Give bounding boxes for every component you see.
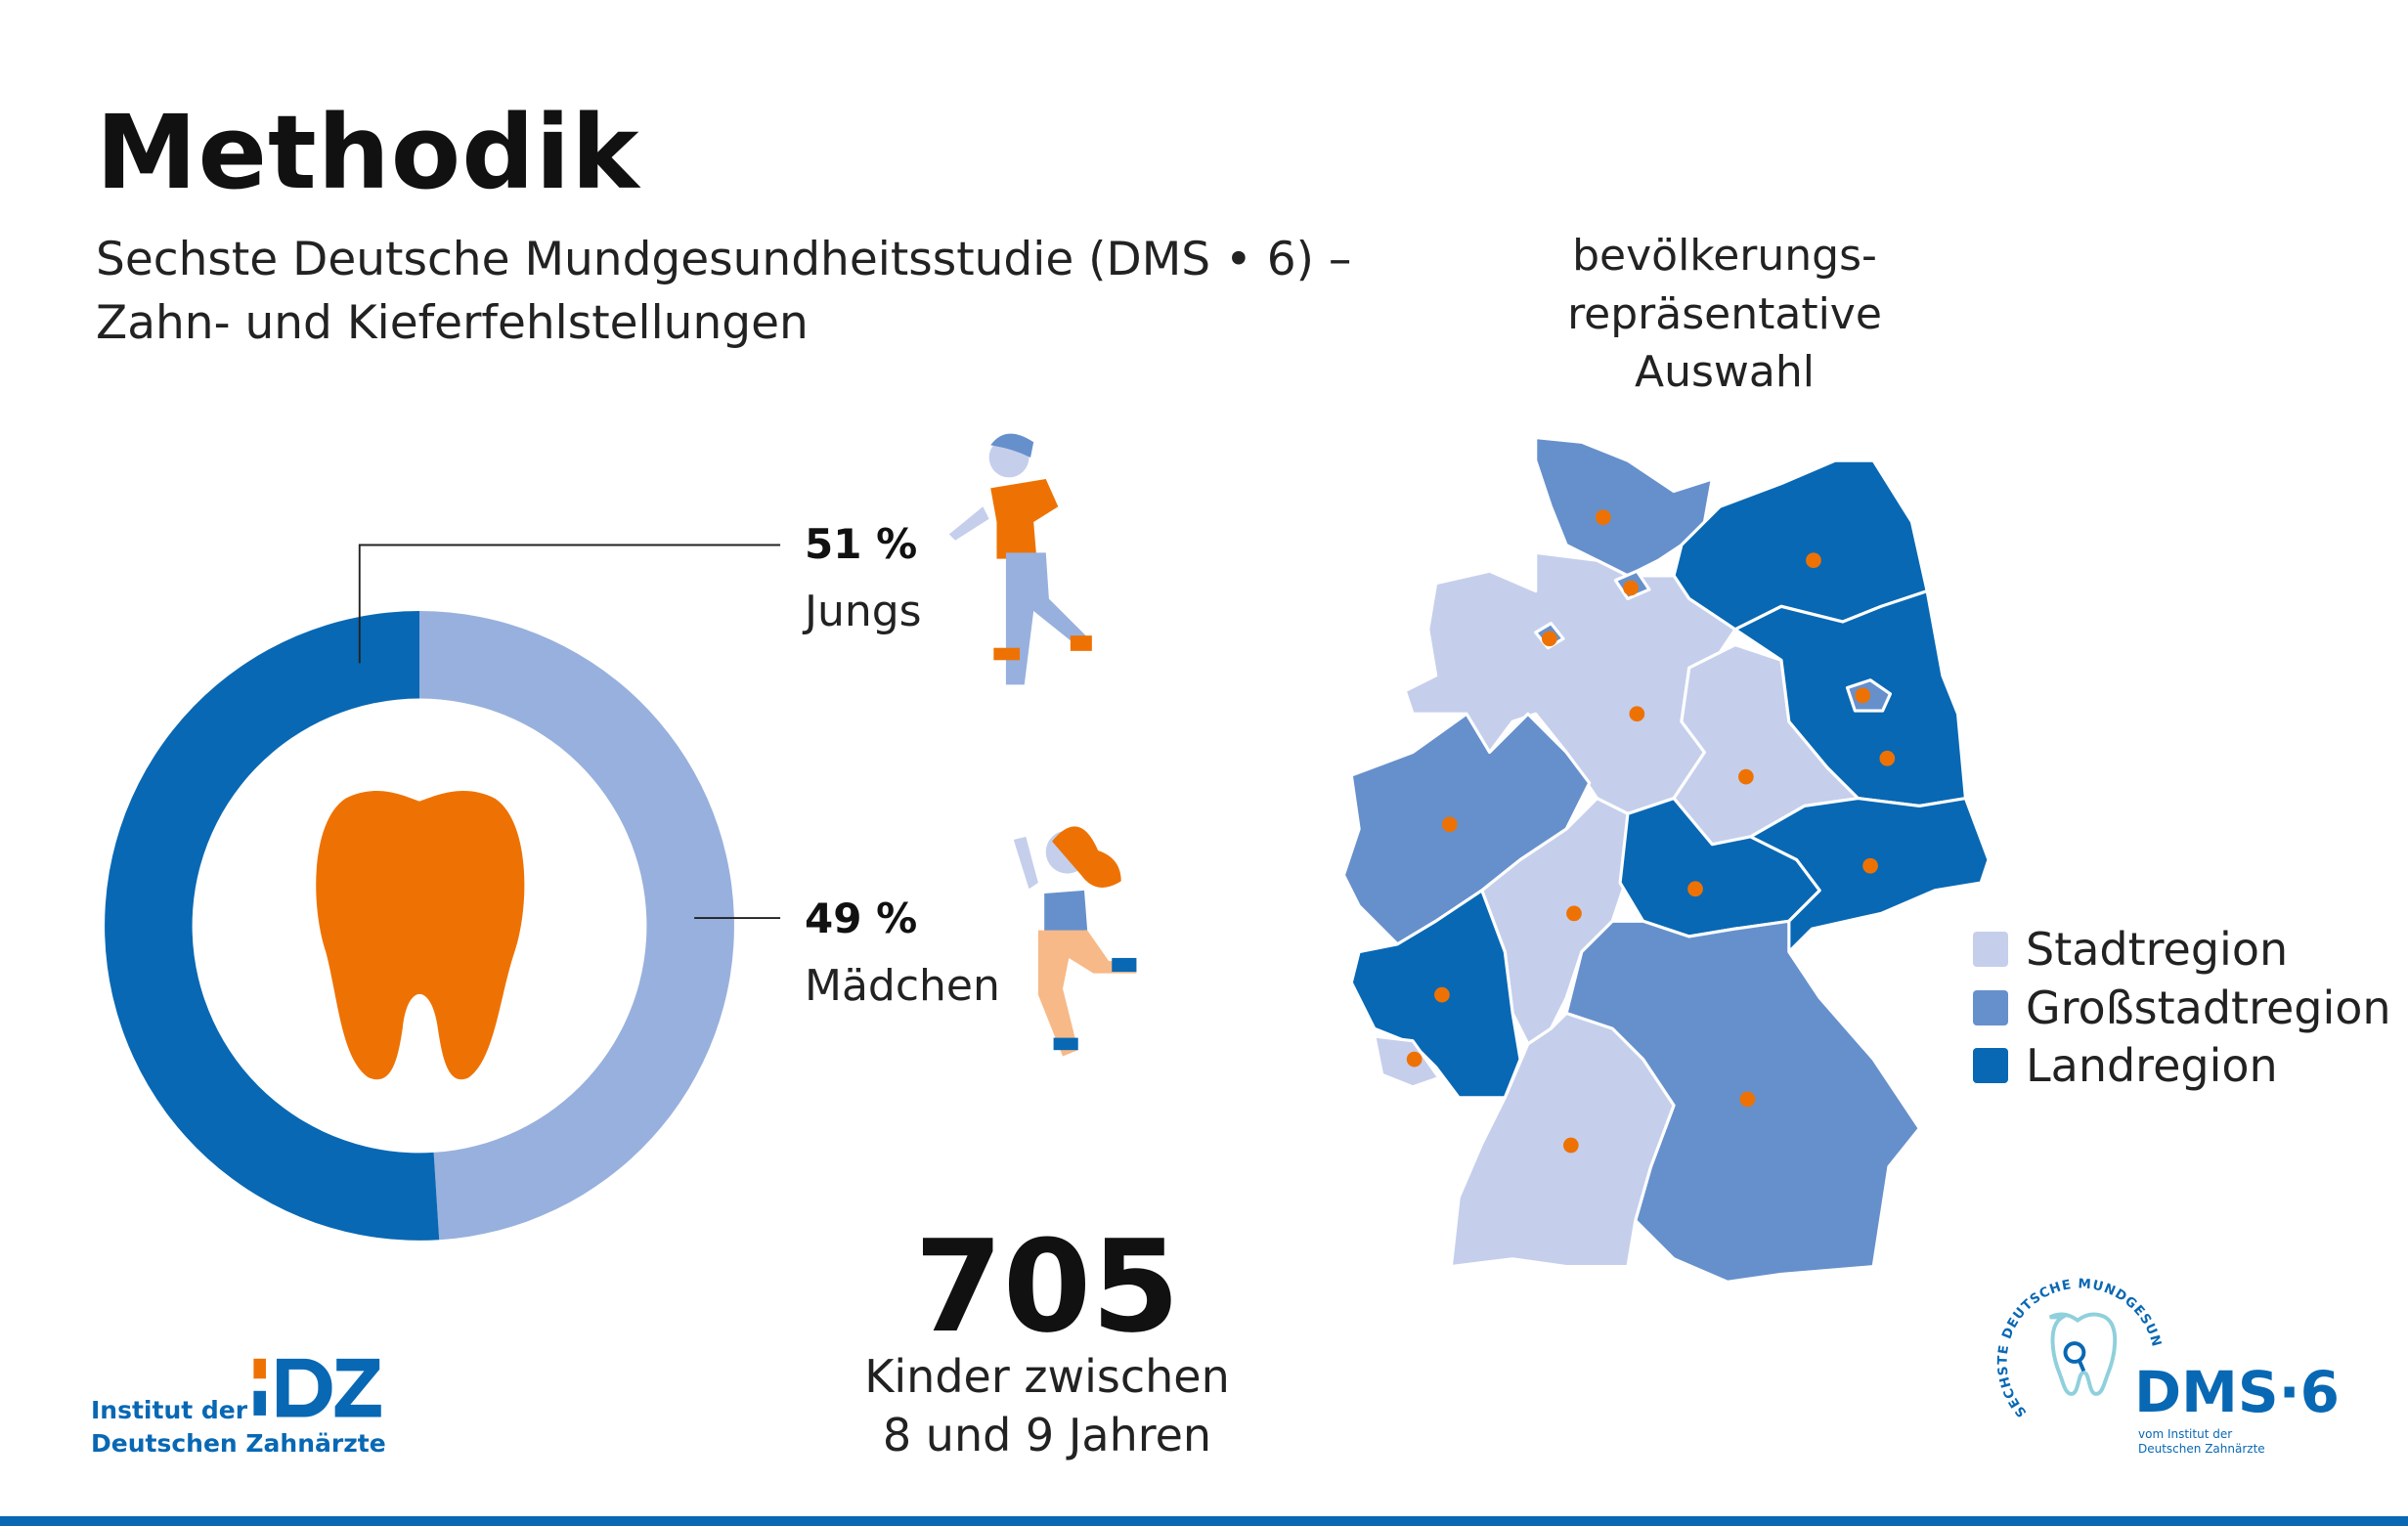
region-sachsen xyxy=(1749,797,1991,954)
map-marker xyxy=(1434,986,1450,1003)
girls-percent: 49 % xyxy=(805,894,918,942)
region-baden-wuerttemberg xyxy=(1449,1011,1676,1269)
map-title-line-1: bevölkerungs- xyxy=(1572,231,1877,281)
map-marker xyxy=(1687,881,1703,897)
girl-illustration xyxy=(1013,826,1137,1057)
donut-segment-jungs xyxy=(105,611,440,1241)
sample-size-number: 705 xyxy=(914,1212,1180,1361)
legend-label: Landregion xyxy=(2026,1039,2278,1092)
tooth-icon xyxy=(316,791,525,1080)
idz-logo-line-2: Deutschen Zahnärzte xyxy=(91,1429,386,1458)
legend-item-grossstadtregion: Großstadtregion xyxy=(1973,981,2391,1034)
dms-logo-mark: DMS·6 xyxy=(2134,1359,2341,1425)
map-marker xyxy=(1738,768,1754,785)
region-schleswig-holstein xyxy=(1534,436,1714,578)
legend-item-stadtregion: Stadtregion xyxy=(1973,923,2288,976)
legend-item-landregion: Landregion xyxy=(1973,1039,2278,1092)
map-marker xyxy=(1855,687,1871,704)
map-marker xyxy=(1441,816,1458,833)
legend-label: Stadtregion xyxy=(2026,923,2289,976)
map-marker xyxy=(1629,706,1645,722)
leader-line-jungs xyxy=(358,544,781,664)
legend-swatch xyxy=(1973,1048,2008,1083)
subtitle-line-1: Sechste Deutsche Mundgesundheitsstudie (… xyxy=(96,233,1352,286)
legend-label: Großstadtregion xyxy=(2026,981,2391,1034)
sample-caption-line-1: Kinder zwischen xyxy=(864,1350,1230,1403)
dms-logo-line-1: vom Institut der xyxy=(2138,1427,2233,1441)
idz-logo-mark xyxy=(253,1358,381,1417)
map-markers xyxy=(1406,509,1896,1154)
boys-label: Jungs xyxy=(805,587,922,636)
map-title-line-2: repräsentative xyxy=(1567,289,1882,339)
donut-chart xyxy=(105,611,734,1241)
legend-swatch xyxy=(1973,990,2008,1025)
legend-swatch xyxy=(1973,932,2008,967)
donut-segment-maedchen xyxy=(419,611,734,1241)
map-marker xyxy=(1406,1051,1423,1068)
boys-percent: 51 % xyxy=(805,520,918,568)
girls-label: Mädchen xyxy=(805,961,1000,1011)
subtitle-line-2: Zahn- und Kieferfehlstellungen xyxy=(96,296,809,350)
sample-caption-line-2: 8 und 9 Jahren xyxy=(882,1409,1212,1461)
map-marker xyxy=(1623,580,1639,596)
region-saarland xyxy=(1373,1034,1441,1089)
map-marker xyxy=(1562,1137,1579,1154)
map-marker xyxy=(1541,631,1557,647)
germany-map xyxy=(1341,436,1991,1284)
bottom-accent-bar xyxy=(0,1516,2408,1526)
map-marker xyxy=(1595,509,1611,526)
map-marker xyxy=(1806,552,1821,569)
boy-illustration xyxy=(948,433,1092,685)
map-title-line-3: Auswahl xyxy=(1635,347,1815,397)
idz-logo-line-1: Institut der xyxy=(91,1396,248,1424)
map-marker xyxy=(1566,905,1582,922)
map-marker xyxy=(1739,1091,1756,1108)
map-marker xyxy=(1879,750,1896,766)
map-marker xyxy=(1862,857,1878,874)
dms-logo-line-2: Deutschen Zahnärzte xyxy=(2138,1442,2265,1456)
page-title: Methodik xyxy=(96,93,640,212)
